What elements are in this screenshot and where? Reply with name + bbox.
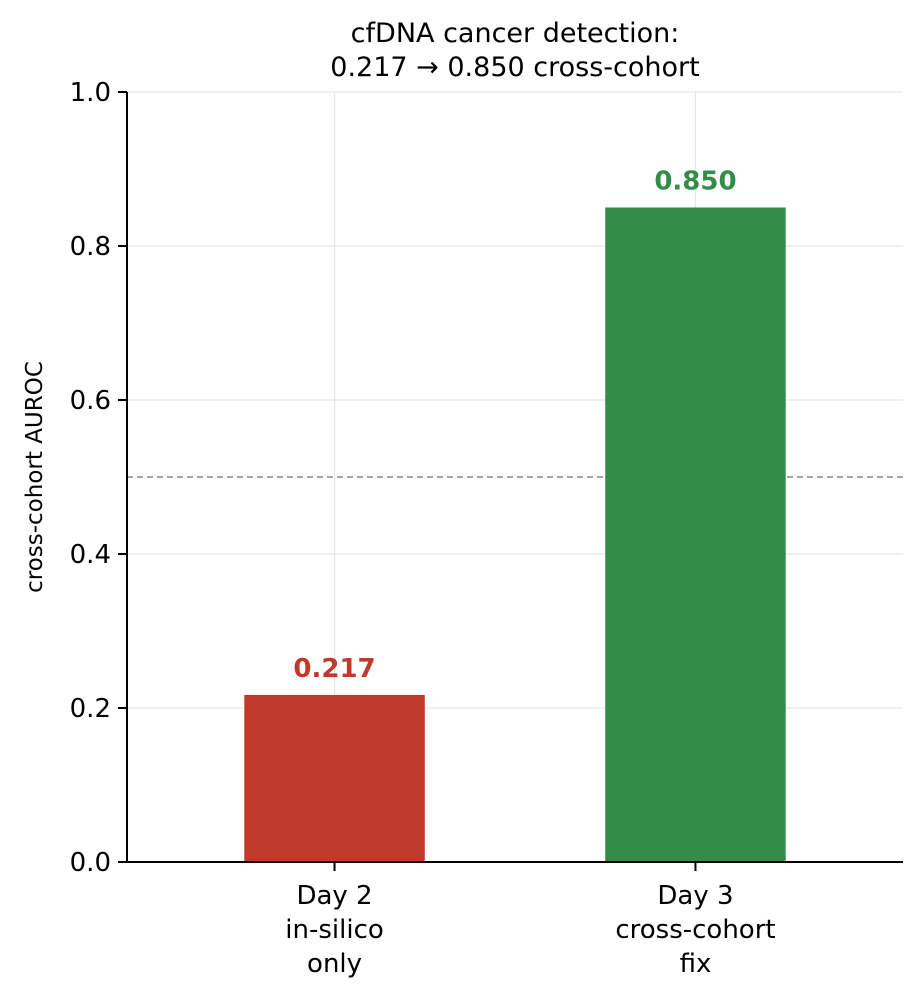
bar — [605, 207, 786, 862]
bar-value-label: 0.217 — [293, 654, 375, 684]
grid — [127, 91, 903, 863]
x-tick-label-line: Day 3 — [657, 881, 733, 911]
chart-subtitle: 0.217 → 0.850 cross-cohort — [330, 52, 699, 83]
bar — [244, 694, 425, 862]
y-axis-label: cross-cohort AUROC — [22, 361, 48, 593]
x-tick-label-line: in-silico — [285, 915, 384, 945]
x-tick-label-line: cross-cohort — [615, 915, 775, 945]
bar-value-label: 0.850 — [654, 167, 736, 197]
chart-title: cfDNA cancer detection: — [351, 18, 680, 49]
x-tick-label-line: Day 2 — [296, 881, 372, 911]
bars — [244, 207, 786, 862]
x-tick-label-line: fix — [680, 949, 712, 979]
x-tick-label: Day 3 cross-cohort fix — [615, 881, 775, 979]
x-ticks: Day 2 in-silico only Day 3 cross-cohort fix — [285, 862, 776, 979]
y-tick-label: 0.8 — [70, 232, 111, 262]
y-ticks: 0.0 0.2 0.4 0.6 0.8 1.0 — [70, 78, 127, 878]
axes — [126, 92, 903, 863]
y-tick-label: 0.6 — [70, 386, 111, 416]
y-tick-label: 0.0 — [70, 848, 111, 878]
x-tick-label-line: only — [307, 949, 362, 979]
value-labels: 0.217 0.850 — [293, 167, 736, 684]
x-tick-label: Day 2 in-silico only — [285, 881, 384, 979]
y-tick-label: 0.4 — [70, 540, 111, 570]
y-tick-label: 1.0 — [70, 78, 111, 108]
y-tick-label: 0.2 — [70, 694, 111, 724]
